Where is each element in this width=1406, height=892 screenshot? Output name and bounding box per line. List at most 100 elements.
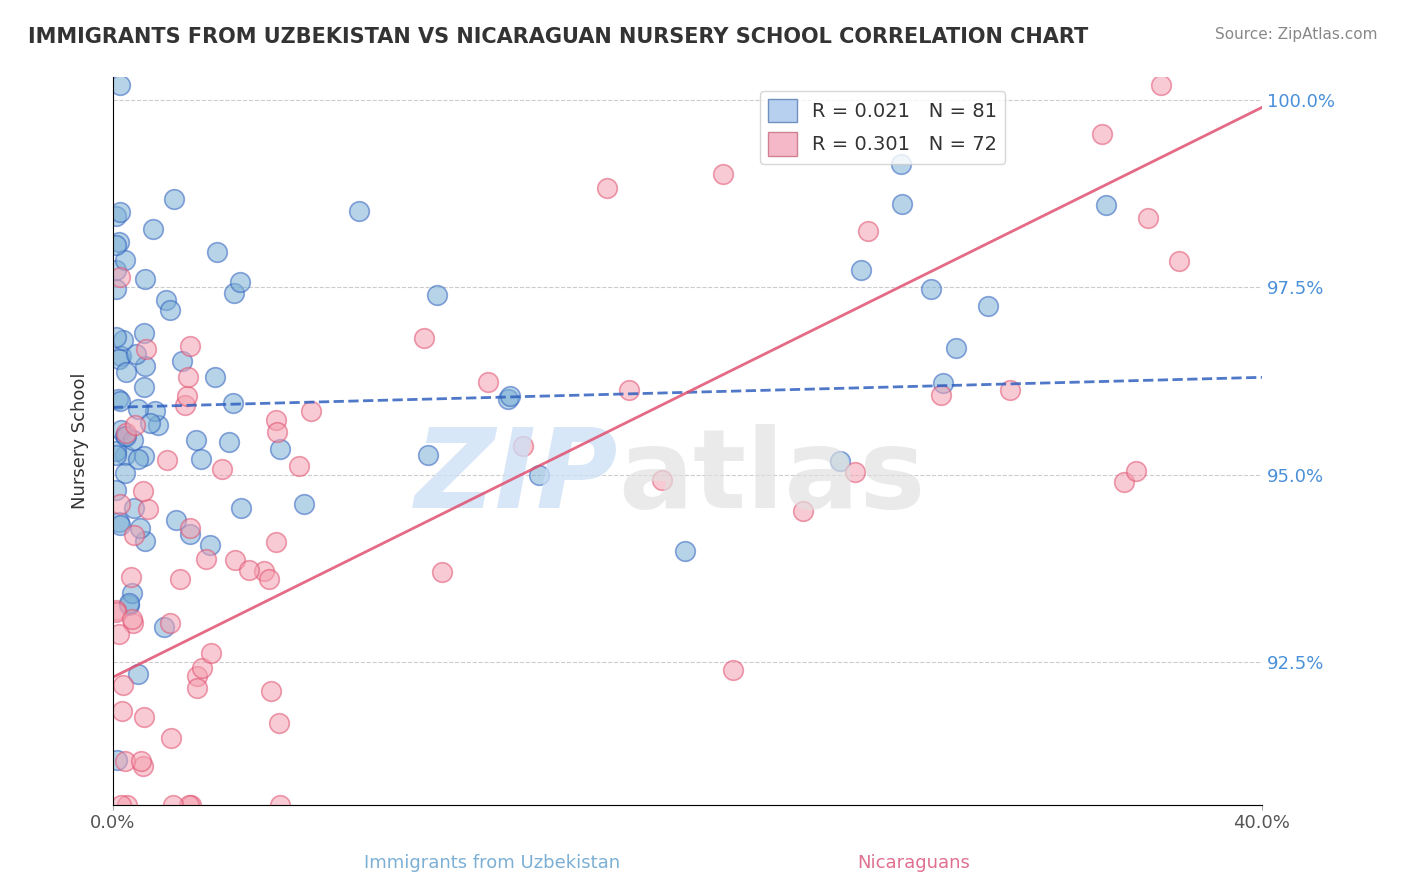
Text: IMMIGRANTS FROM UZBEKISTAN VS NICARAGUAN NURSERY SCHOOL CORRELATION CHART: IMMIGRANTS FROM UZBEKISTAN VS NICARAGUAN… (28, 27, 1088, 46)
Point (426, 287, 449, 301)
Point (890, 157, 912, 171)
Point (105, 752, 128, 766)
Point (1150, 78, 1173, 92)
Point (177, 797, 200, 812)
Point (131, 484, 153, 499)
Point (180, 797, 202, 812)
Point (269, 442, 291, 456)
Point (108, 518, 131, 533)
Point (292, 497, 315, 511)
Point (110, 797, 132, 812)
Point (104, 263, 127, 277)
Point (416, 448, 439, 462)
Point (129, 521, 152, 535)
Point (108, 497, 131, 511)
Point (108, 269, 131, 284)
Point (238, 564, 260, 578)
Point (129, 755, 152, 769)
Point (191, 661, 214, 675)
Point (115, 429, 138, 443)
Point (122, 500, 145, 515)
Point (977, 299, 1000, 313)
Point (134, 380, 156, 394)
Point (121, 434, 143, 448)
Point (165, 512, 187, 526)
Point (104, 603, 127, 617)
Point (617, 383, 640, 397)
Point (1091, 127, 1114, 141)
Point (1125, 464, 1147, 478)
Point (179, 527, 201, 541)
Point (104, 209, 127, 223)
Point (163, 192, 186, 206)
Point (114, 426, 136, 441)
Point (177, 370, 200, 384)
Point (104, 605, 127, 619)
Point (673, 544, 696, 558)
Point (264, 413, 287, 427)
Point (186, 668, 208, 682)
Text: atlas: atlas (619, 424, 925, 531)
Point (110, 349, 132, 363)
Point (127, 451, 149, 466)
Point (998, 383, 1021, 397)
Point (651, 474, 673, 488)
Text: Immigrants from Uzbekistan: Immigrants from Uzbekistan (364, 855, 620, 872)
Point (114, 448, 136, 462)
Point (125, 347, 148, 361)
Point (114, 429, 136, 443)
Point (264, 534, 287, 549)
Point (173, 398, 195, 412)
Point (159, 302, 181, 317)
Point (127, 667, 149, 681)
Point (792, 504, 814, 518)
Point (229, 501, 252, 516)
Point (135, 343, 157, 357)
Point (931, 387, 953, 401)
Point (108, 627, 131, 641)
Point (121, 585, 143, 599)
Point (107, 392, 129, 406)
Point (176, 389, 198, 403)
Point (162, 797, 184, 812)
Point (108, 204, 131, 219)
Point (260, 684, 283, 698)
Point (132, 758, 155, 772)
Point (114, 365, 136, 379)
Legend: R = 0.021   N = 81, R = 0.301   N = 72: R = 0.021 N = 81, R = 0.301 N = 72 (759, 91, 1005, 163)
Point (104, 282, 127, 296)
Point (112, 678, 135, 692)
Point (184, 433, 207, 447)
Point (194, 552, 217, 566)
Point (287, 458, 309, 473)
Point (200, 646, 222, 660)
Point (108, 78, 131, 92)
Point (110, 704, 132, 718)
Point (134, 534, 156, 549)
Point (299, 404, 322, 418)
Point (596, 180, 619, 194)
Point (155, 293, 177, 308)
Point (1112, 475, 1135, 489)
Point (211, 461, 233, 475)
Y-axis label: Nursery School: Nursery School (72, 373, 89, 509)
Point (259, 572, 281, 586)
Point (267, 716, 290, 731)
Point (121, 615, 143, 630)
Point (136, 501, 159, 516)
Point (252, 564, 274, 578)
Point (851, 263, 873, 277)
Point (269, 797, 291, 812)
Point (222, 285, 245, 300)
Point (118, 598, 141, 612)
Point (169, 572, 191, 586)
Point (179, 521, 201, 535)
Point (115, 797, 138, 812)
Point (172, 353, 194, 368)
Point (134, 272, 156, 286)
Point (132, 326, 155, 341)
Point (179, 339, 201, 353)
Point (104, 238, 127, 252)
Point (413, 331, 436, 345)
Point (142, 222, 165, 236)
